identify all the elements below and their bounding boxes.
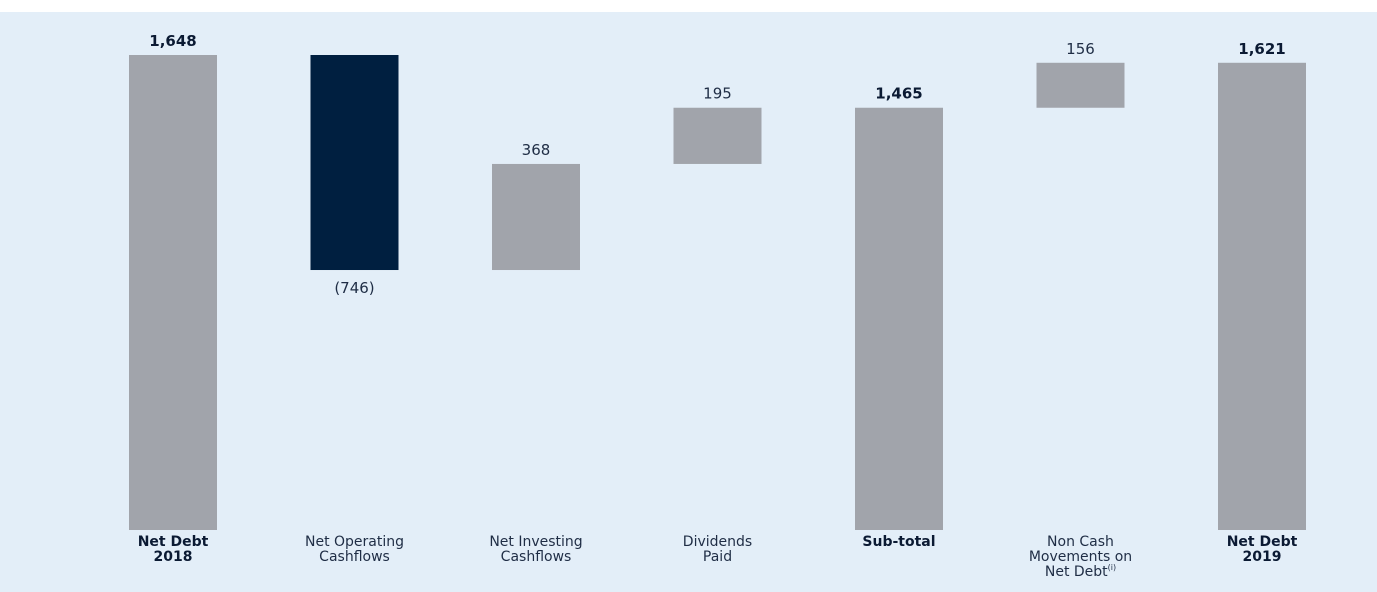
category-label: Net Operating Cashflows bbox=[305, 534, 404, 565]
waterfall-bar bbox=[1037, 63, 1125, 108]
category-label-line: Net Debt bbox=[138, 534, 209, 550]
category-label-line: Net Debt bbox=[1045, 564, 1108, 580]
category-label-line: Non Cash bbox=[1047, 534, 1114, 550]
bar-value-label: 1,621 bbox=[1238, 40, 1285, 58]
category-label-line: Paid bbox=[703, 549, 732, 565]
category-label-line: Cashflows bbox=[319, 549, 390, 565]
category-label-line: Net Investing bbox=[489, 534, 582, 550]
waterfall-bar bbox=[129, 55, 217, 530]
category-label-line: 2018 bbox=[154, 549, 193, 565]
category-label-line: Movements on bbox=[1029, 549, 1132, 565]
bar-value-label: 1,465 bbox=[875, 85, 922, 103]
category-label-line: 2019 bbox=[1243, 549, 1282, 565]
category-label: Net Investing Cashflows bbox=[489, 534, 582, 565]
category-label-line: Dividends bbox=[683, 534, 752, 550]
bar-value-label: (746) bbox=[334, 279, 374, 297]
category-label-line: Net Operating bbox=[305, 534, 404, 550]
footnote-marker: (i) bbox=[1108, 563, 1116, 572]
waterfall-bar bbox=[311, 55, 399, 270]
chart-panel: 1,648 (746) 368 195 1,465 156 1,621 Net Debt 20… bbox=[0, 12, 1377, 592]
bar-value-label: 368 bbox=[522, 141, 551, 159]
waterfall-bar bbox=[1218, 63, 1306, 530]
bar-value-label: 156 bbox=[1066, 40, 1095, 58]
bar-value-label: 195 bbox=[703, 85, 732, 103]
category-label: Sub-total bbox=[862, 534, 935, 550]
waterfall-bar bbox=[492, 164, 580, 270]
bar-value-label: 1,648 bbox=[149, 32, 196, 50]
category-label-line: Net Debt bbox=[1227, 534, 1298, 550]
category-label-line: Cashflows bbox=[501, 549, 572, 565]
waterfall-bar bbox=[855, 108, 943, 530]
category-label-line: Sub-total bbox=[862, 534, 935, 550]
waterfall-bar bbox=[674, 108, 762, 164]
